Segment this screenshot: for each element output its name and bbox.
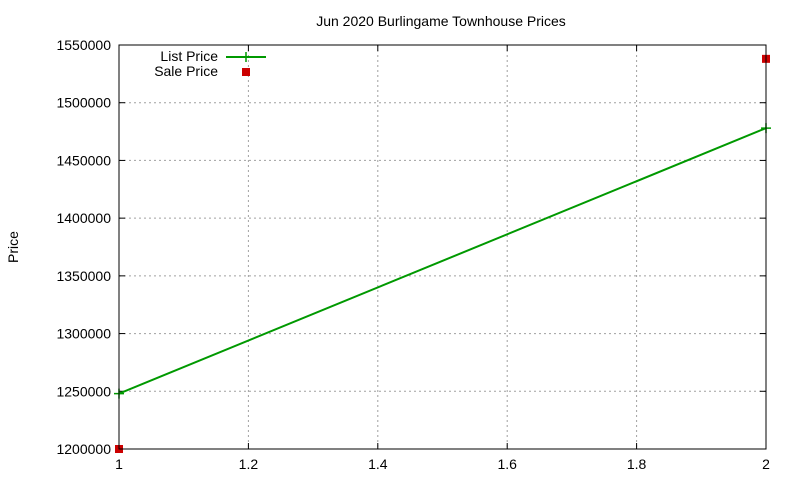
y-tick-label: 1200000 <box>56 441 111 457</box>
chart-title: Jun 2020 Burlingame Townhouse Prices <box>316 13 566 29</box>
legend: List Price Sale Price <box>154 48 266 79</box>
list-price-line <box>118 127 767 395</box>
axis-ticks: 1 1.2 1.4 1.6 1.8 2 1200000 1250000 1300000 13500… <box>56 37 770 472</box>
y-tick-label: 1550000 <box>56 37 111 53</box>
y-axis-title: Price <box>5 231 21 263</box>
x-tick-label: 1.4 <box>368 456 388 472</box>
y-tick-label: 1250000 <box>56 383 111 399</box>
legend-marker-sale-price <box>242 68 250 76</box>
data-series <box>114 54 771 453</box>
y-tick-label: 1450000 <box>56 152 111 168</box>
legend-marker-list-price <box>241 52 251 62</box>
y-tick-label: 1350000 <box>56 268 111 284</box>
x-tick-label: 1.6 <box>497 456 517 472</box>
y-tick-label: 1500000 <box>56 95 111 111</box>
x-tick-label: 1 <box>115 456 123 472</box>
x-tick-label: 2 <box>762 456 770 472</box>
y-tick-label: 1400000 <box>56 210 111 226</box>
legend-label-sale-price: Sale Price <box>154 63 218 79</box>
plot-frame <box>118 44 767 450</box>
grid-lines <box>119 45 766 449</box>
legend-label-list-price: List Price <box>160 48 218 64</box>
x-tick-label: 1.2 <box>239 456 259 472</box>
y-tick-label: 1300000 <box>56 326 111 342</box>
x-tick-label: 1.8 <box>627 456 647 472</box>
